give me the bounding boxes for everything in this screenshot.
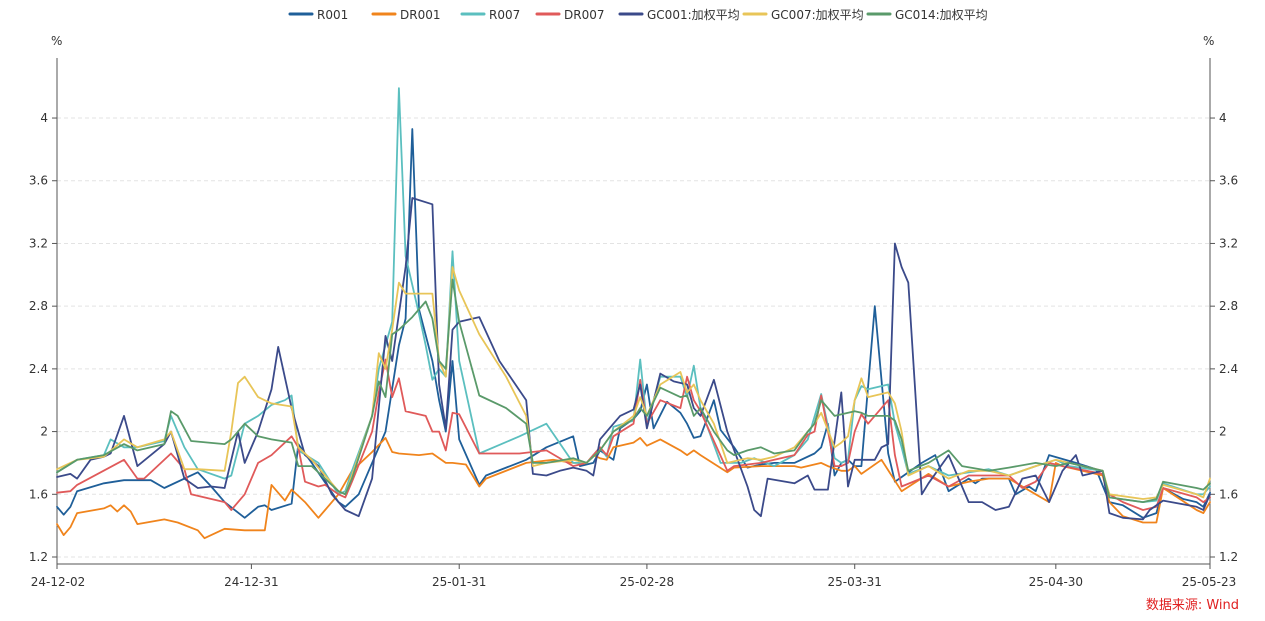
y-tick-label-right: 4 [1219,111,1227,125]
legend-item-1[interactable]: DR001 [371,8,440,22]
x-ticks: 24-12-02 24-12-31 25-01-31 25-02-28 25-03-31… [31,564,1236,589]
legend-label: DR007 [564,8,604,22]
series-line-4 [56,197,1211,521]
left-y-unit: % [51,34,62,48]
y-tick-label-left: 1.6 [29,487,48,501]
series-line-1 [56,437,1211,540]
grid [57,117,1210,558]
y-tick-label-right: 2 [1219,425,1227,439]
series-line-2 [56,87,1211,503]
series-line-6 [56,278,1211,503]
x-tick-label: 25-04-30 [1029,575,1083,589]
legend-item-4[interactable]: GC001:加权平均 [618,8,740,22]
legend-item-5[interactable]: GC007:加权平均 [742,8,864,22]
legend-label: R007 [489,8,520,22]
source-label: 数据来源: Wind [1146,598,1239,613]
y-tick-label-left: 2.4 [29,362,48,376]
series-line-5 [56,266,1211,500]
y-tick-label-left: 3.6 [29,174,48,188]
legend-label: GC014:加权平均 [895,8,988,22]
x-tick-label: 24-12-02 [31,575,85,589]
y-tick-label-left: 2.8 [29,299,48,313]
legend-item-6[interactable]: GC014:加权平均 [866,8,988,22]
legend-item-2[interactable]: R007 [460,8,520,22]
y-tick-label-right: 3.6 [1219,174,1238,188]
y-tick-label-right: 3.2 [1219,236,1238,250]
y-tick-label-right: 1.6 [1219,487,1238,501]
legend-label: GC001:加权平均 [647,8,740,22]
series-group [56,87,1211,540]
x-tick-label: 25-01-31 [432,575,486,589]
x-tick-label: 25-03-31 [827,575,881,589]
y-ticks: 1.2 1.2 1.6 1.6 2 2 2.4 2.4 2.8 2.8 3.2 3.2 3.6 3.6 4 4 [29,111,1238,564]
legend-label: R001 [317,8,348,22]
y-tick-label-right: 2.4 [1219,362,1238,376]
y-tick-label-right: 2.8 [1219,299,1238,313]
x-tick-label: 24-12-31 [224,575,278,589]
series-line-0 [56,128,1211,519]
legend-label: DR001 [400,8,440,22]
x-tick-label: 25-05-23 [1182,575,1236,589]
legend-item-0[interactable]: R001 [288,8,348,22]
legend: R001 DR001 R007 DR007 GC001:加权平均 GC007:加权平均 GC… [288,8,988,22]
legend-label: GC007:加权平均 [771,8,864,22]
y-tick-label-left: 4 [40,111,48,125]
y-tick-label-left: 2 [40,425,48,439]
legend-item-3[interactable]: DR007 [535,8,604,22]
right-y-unit: % [1203,34,1214,48]
y-tick-label-left: 1.2 [29,550,48,564]
y-tick-label-right: 1.2 [1219,550,1238,564]
series-line-3 [56,358,1211,511]
x-tick-label: 25-02-28 [620,575,674,589]
y-tick-label-left: 3.2 [29,236,48,250]
